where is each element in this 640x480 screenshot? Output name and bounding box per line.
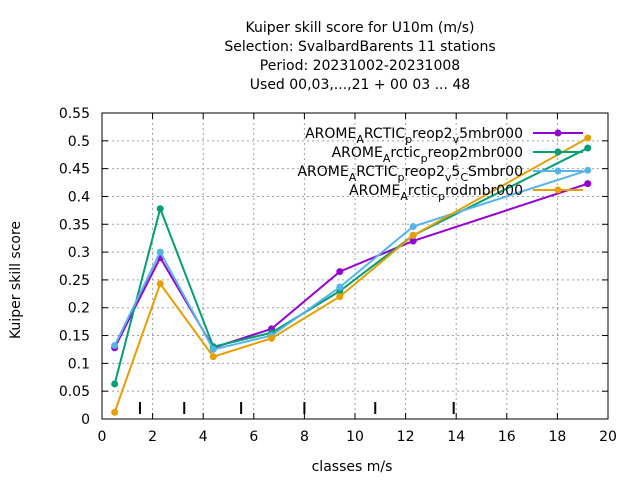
legend-swatch-marker [554, 186, 562, 194]
data-point [209, 345, 217, 353]
data-point [111, 380, 119, 388]
data-point [409, 231, 417, 239]
y-tick-label: 0.5 [68, 134, 90, 150]
x-axis-ticks: 0 2 4 6 8 10 12 14 16 18 20 [98, 113, 617, 445]
x-tick-label: 18 [548, 429, 566, 445]
y-tick-label: 0.05 [59, 384, 90, 400]
chart-title: Kuiper skill score for U10m (m/s) Select… [224, 20, 495, 93]
y-axis-label: Kuiper skill score [8, 221, 24, 339]
data-point [336, 293, 344, 301]
data-point [584, 134, 592, 142]
x-tick-label: 14 [447, 429, 465, 445]
data-point [409, 222, 417, 230]
legend: AROMEARCTICpreop2v5mbr000AROMEArcticpreo… [297, 126, 583, 203]
data-point [156, 280, 164, 288]
legend-label: AROMEArcticprodmbr000 [349, 183, 523, 203]
data-point [336, 283, 344, 291]
x-axis-label: classes m/s [312, 459, 393, 475]
y-tick-label: 0.4 [68, 189, 90, 205]
y-tick-label: 0 [81, 412, 90, 428]
y-axis-ticks: 0 0.05 0.1 0.15 0.2 0.25 0.3 0.35 0.4 0.45 0.5 0.55 [59, 106, 608, 428]
x-tick-label: 2 [148, 429, 157, 445]
data-point [584, 166, 592, 174]
title-line-1: Kuiper skill score for U10m (m/s) [246, 20, 475, 36]
class-limit-marks [138, 402, 455, 414]
y-tick-label: 0.2 [68, 301, 90, 317]
legend-label: AROMEARCTICpreop2v5CSmbr00 [297, 164, 523, 184]
legend-entry: AROMEArcticpreop2mbr000 [332, 145, 583, 165]
grid [102, 113, 608, 419]
data-point [111, 342, 119, 350]
y-tick-label: 0.3 [68, 245, 90, 261]
legend-swatch-marker [554, 129, 562, 137]
x-tick-label: 12 [397, 429, 415, 445]
legend-swatch-marker [554, 148, 562, 156]
data-point [409, 237, 417, 245]
data-point [584, 180, 592, 188]
plot-series [111, 134, 592, 416]
legend-label: AROMEARCTICpreop2v5mbr000 [305, 126, 523, 146]
data-point [156, 248, 164, 256]
y-tick-label: 0.35 [59, 217, 90, 233]
x-tick-label: 10 [346, 429, 364, 445]
legend-swatch-marker [554, 167, 562, 175]
legend-label: AROMEArcticpreop2mbr000 [332, 145, 523, 165]
y-tick-label: 0.1 [68, 356, 90, 372]
y-tick-label: 0.45 [59, 162, 90, 178]
title-line-3: Period: 20231002-20231008 [260, 58, 460, 74]
data-point [156, 205, 164, 213]
data-point [209, 353, 217, 361]
data-point [584, 144, 592, 152]
x-tick-label: 6 [249, 429, 258, 445]
x-tick-label: 16 [498, 429, 516, 445]
y-tick-label: 0.25 [59, 273, 90, 289]
legend-entry: AROMEArcticprodmbr000 [349, 183, 583, 203]
title-line-2: Selection: SvalbardBarents 11 stations [224, 39, 495, 55]
data-point [336, 268, 344, 276]
x-tick-label: 0 [98, 429, 107, 445]
title-line-4: Used 00,03,...,21 + 00 03 ... 48 [250, 77, 470, 93]
x-tick-label: 4 [199, 429, 208, 445]
legend-entry: AROMEARCTICpreop2v5CSmbr00 [297, 164, 583, 184]
series-4 [111, 134, 592, 416]
data-point [268, 334, 276, 342]
data-point [111, 408, 119, 416]
y-tick-label: 0.15 [59, 329, 90, 345]
x-tick-label: 20 [599, 429, 617, 445]
legend-entry: AROMEARCTICpreop2v5mbr000 [305, 126, 583, 146]
y-tick-label: 0.55 [59, 106, 90, 122]
x-tick-label: 8 [300, 429, 309, 445]
